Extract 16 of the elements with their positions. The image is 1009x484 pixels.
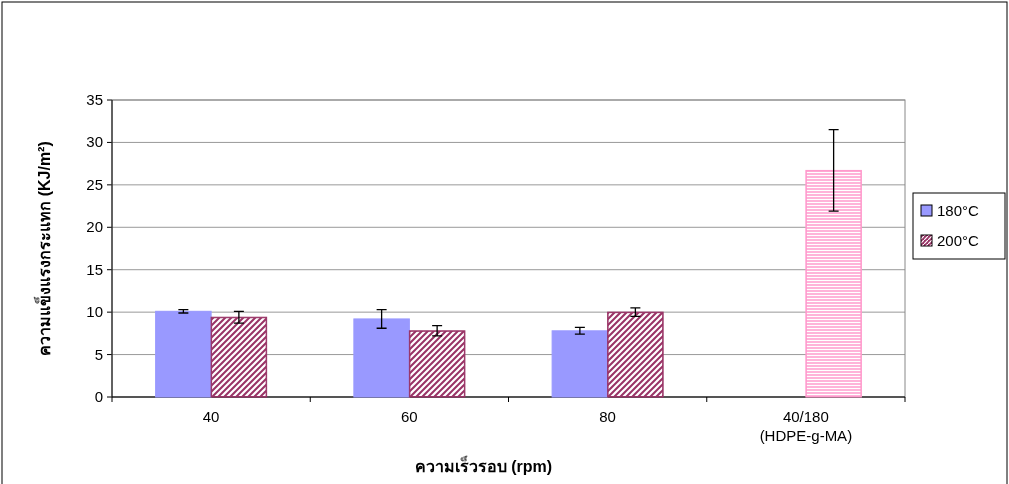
y-axis-title: ความแข็งแรงกระแทก (KJ/m²) [33, 141, 53, 356]
x-axis-title: ความเร็วรอบ (rpm) [414, 455, 553, 475]
y-tick-label: 15 [86, 260, 103, 278]
y-tick-label: 25 [86, 175, 103, 193]
y-tick-label: 10 [86, 303, 103, 321]
y-tick-label: 30 [86, 133, 103, 151]
x-tick-label: 80 [599, 408, 616, 425]
y-tick-label: 0 [94, 388, 103, 405]
legend-label: 180°C [937, 202, 980, 219]
x-tick-label: 40/180 (HDPE-g-MA) [759, 408, 853, 444]
y-tick-label: 35 [86, 91, 103, 108]
y-tick-label: 20 [86, 218, 103, 236]
legend-label: 200°C [937, 232, 980, 249]
y-tick-label: 5 [94, 345, 103, 363]
x-tick-label: 40 [202, 408, 220, 425]
x-tick-label: 60 [401, 408, 418, 425]
